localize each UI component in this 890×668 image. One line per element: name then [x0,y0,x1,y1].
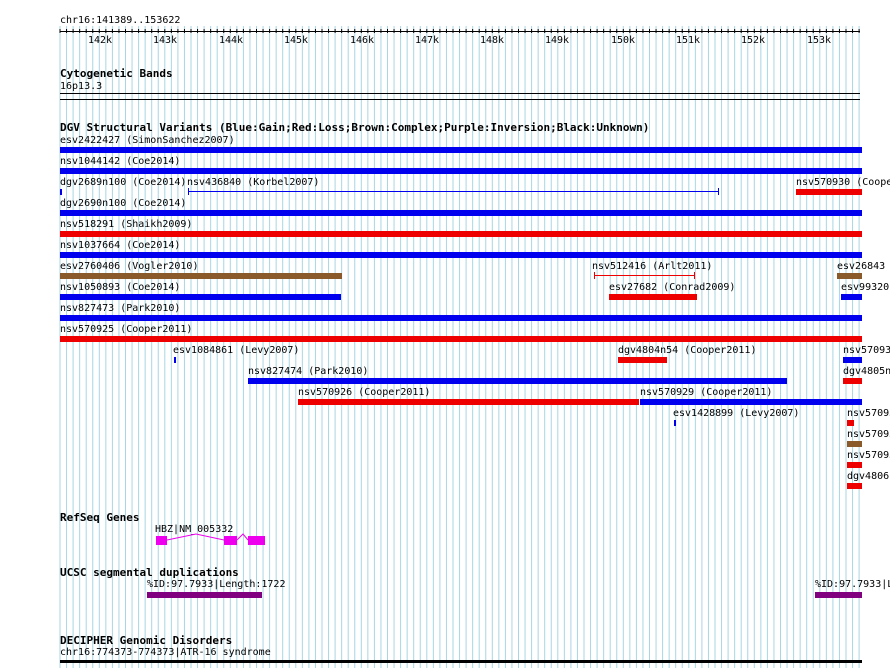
cytoband-line-bottom [60,99,860,100]
variant-bar-loss[interactable] [843,378,862,384]
gene-exon [224,536,237,545]
variant-label[interactable]: nsv570925 (Cooper2011) [60,324,193,335]
ruler-tick: 145k [284,35,309,46]
variant-bar-gain[interactable] [60,315,862,321]
variant-span-cap [718,188,719,195]
ruler-tick: 144k [219,35,244,46]
variant-bar-loss-span[interactable] [594,275,695,276]
segdup-bar[interactable] [147,592,262,598]
variant-bar-loss[interactable] [847,462,862,468]
variant-bar-gain[interactable] [60,252,862,258]
variant-span-cap [694,272,695,279]
gene-model-hbz[interactable] [150,530,270,550]
variant-label[interactable]: nsv570930 (Cooper2011) [796,177,890,188]
variant-label[interactable]: dgv2689n100 (Coe2014) [60,177,187,188]
segdup-label[interactable]: %ID:97.7933|Length:1722 [147,579,286,590]
cytoband-line-top [60,93,860,94]
variant-label[interactable]: esv2760406 (Vogler2010) [60,261,199,272]
variant-label[interactable]: nsv570926 (Cooper2011) [298,387,431,398]
variant-label[interactable]: nsv827474 (Park2010) [248,366,369,377]
variant-label[interactable]: esv27682 (Conrad2009) [609,282,736,293]
ruler-tick: 143k [153,35,178,46]
variant-bar-loss[interactable] [298,399,639,405]
variant-bar-gain[interactable] [674,420,676,426]
ruler-range-label: chr16:141389..153622 [60,15,181,26]
ruler-tick: 146k [350,35,375,46]
variant-bar-gain[interactable] [60,168,862,174]
gene-label[interactable]: HBZ|NM_005332 [155,524,234,535]
variant-bar-loss[interactable] [847,483,862,489]
cytoband-label[interactable]: 16p13.3 [60,81,103,92]
variant-label[interactable]: nsv1050893 (Coe2014) [60,282,181,293]
variant-bar-loss[interactable] [796,189,862,195]
variant-label[interactable]: nsv827473 (Park2010) [60,303,181,314]
variant-bar-gain[interactable] [640,399,862,405]
refseq-track-title: RefSeq Genes [60,511,140,524]
variant-bar-inversion-span[interactable] [188,191,719,192]
variant-span-cap [188,188,189,195]
variant-label[interactable]: dgv2690n100 (Coe2014) [60,198,187,209]
variant-label[interactable]: esv1084861 (Levy2007) [173,345,300,356]
variant-bar-loss[interactable] [609,294,697,300]
variant-bar-loss[interactable] [847,420,854,426]
segdup-bar[interactable] [815,592,862,598]
variant-label[interactable]: nsv518291 (Shaikh2009) [60,219,193,230]
variant-label[interactable]: nsv1037664 (Coe2014) [60,240,181,251]
segdup-label[interactable]: %ID:97.7933|Le [815,579,890,590]
variant-label[interactable]: dgv4804n54 (Cooper2011) [618,345,757,356]
ruler-tick: 153k [807,35,832,46]
variant-label[interactable]: esv1428899 (Levy2007) [673,408,800,419]
variant-bar-gain[interactable] [60,189,62,195]
variant-span-cap [594,272,595,279]
variant-bar-gain[interactable] [174,357,176,363]
variant-bar-gain[interactable] [60,147,862,153]
ruler-tick: 150k [611,35,636,46]
variant-label[interactable]: nsv570933 [847,429,890,440]
variant-bar-gain[interactable] [841,294,862,300]
variant-label[interactable]: nsv570934 [847,450,890,461]
gene-exon [248,536,265,545]
variant-bar-gain[interactable] [248,378,787,384]
variant-label[interactable]: esv993201 [841,282,890,293]
ruler-axis [60,31,860,32]
gene-intron [236,533,249,541]
variant-label[interactable]: nsv570931 [843,345,890,356]
decipher-item-label[interactable]: chr16:774373-774373|ATR-16 syndrome [60,647,271,658]
variant-label[interactable]: esv2422427 (SimonSanchez2007) [60,135,235,146]
ruler-tick: 149k [545,35,570,46]
gene-exon [156,536,167,545]
variant-label[interactable]: nsv436840 (Korbel2007) [187,177,320,188]
ruler-tick: 152k [741,35,766,46]
variant-bar-gain[interactable] [60,294,341,300]
variant-bar-complex[interactable] [847,441,862,447]
variant-bar-loss[interactable] [60,231,862,237]
variant-bar-complex[interactable] [837,273,862,279]
variant-bar-loss[interactable] [618,357,667,363]
variant-label[interactable]: nsv1044142 (Coe2014) [60,156,181,167]
variant-bar-gain[interactable] [843,357,862,363]
variant-label[interactable]: esv26843 [837,261,886,272]
variant-label[interactable]: nsv512416 (Arlt2011) [592,261,713,272]
ruler-tick: 142k [88,35,113,46]
gene-intron [166,533,225,541]
variant-bar-gain[interactable] [60,210,862,216]
variant-label[interactable]: dgv4806n54 [847,471,890,482]
variant-bar-complex[interactable] [60,273,342,279]
variant-bar-loss[interactable] [60,336,862,342]
variant-label[interactable]: nsv570929 (Cooper2011) [640,387,773,398]
ruler-tick: 148k [480,35,505,46]
segdup-track-title: UCSC segmental duplications [60,566,239,579]
ruler-tick: 151k [676,35,701,46]
variant-label[interactable]: nsv570932 [847,408,890,419]
decipher-bar[interactable] [60,660,862,663]
dgv-track-title: DGV Structural Variants (Blue:Gain;Red:L… [60,121,650,134]
decipher-track-title: DECIPHER Genomic Disorders [60,634,233,647]
variant-label[interactable]: dgv4805n54 [843,366,890,377]
cytoband-track-title: Cytogenetic Bands [60,67,173,80]
ruler-tick: 147k [415,35,440,46]
